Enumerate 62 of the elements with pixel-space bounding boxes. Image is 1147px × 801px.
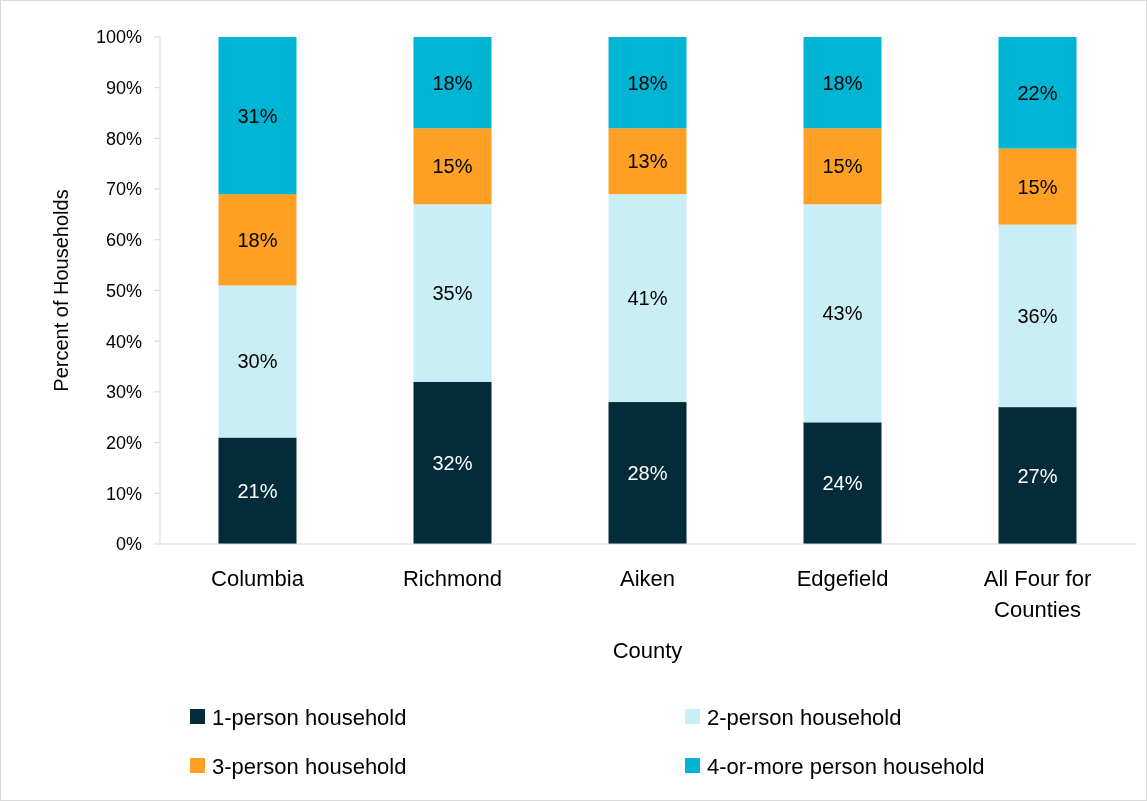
- y-tick-label: 70%: [105, 179, 142, 200]
- x-tick-label: Richmond: [402, 566, 503, 591]
- bar: [413, 128, 492, 205]
- bar: [608, 37, 687, 129]
- data-label: 43%: [822, 302, 863, 325]
- bar: [803, 128, 882, 205]
- data-label: 18%: [237, 228, 278, 251]
- bar: [803, 204, 882, 423]
- bar: [413, 204, 492, 382]
- x-axis-title: County: [612, 638, 683, 663]
- data-label: 36%: [1017, 304, 1058, 327]
- data-label: 15%: [1017, 175, 1058, 198]
- y-tick-label: 10%: [105, 483, 142, 504]
- legend-label: 1-person household: [212, 704, 407, 730]
- data-label: 41%: [627, 287, 668, 310]
- x-tick-label: All Four for Counties: [983, 566, 1092, 622]
- y-tick-label: 60%: [105, 230, 142, 251]
- data-label: 18%: [822, 71, 863, 94]
- data-label: 24%: [822, 472, 863, 495]
- bar: [218, 437, 297, 544]
- y-tick-label: 40%: [105, 331, 142, 352]
- y-tick-label: 30%: [105, 382, 142, 403]
- y-axis-title: Percent of Households: [50, 189, 72, 392]
- data-label: 28%: [627, 462, 668, 485]
- bar: [803, 422, 882, 544]
- legend-label: 2-person household: [707, 704, 902, 730]
- bar: [413, 381, 492, 544]
- x-tick-label: Columbia: [211, 566, 305, 591]
- data-label: 32%: [432, 451, 473, 474]
- data-label: 22%: [1017, 81, 1058, 104]
- data-label: 15%: [822, 155, 863, 178]
- data-label: 31%: [237, 104, 278, 127]
- bar: [608, 402, 687, 544]
- y-tick-label: 20%: [105, 432, 142, 453]
- bar: [218, 194, 297, 286]
- y-tick-label: 90%: [105, 78, 142, 98]
- legend-label: 3-person household: [212, 753, 407, 779]
- data-label: 35%: [432, 282, 473, 305]
- bar: [608, 128, 687, 195]
- bar: [413, 37, 492, 129]
- data-label: 30%: [237, 350, 278, 373]
- y-tick-label: 50%: [105, 280, 142, 301]
- data-label: 18%: [432, 71, 473, 94]
- y-tick-label: 80%: [105, 128, 142, 149]
- bar: [998, 407, 1077, 544]
- bar: [608, 194, 687, 403]
- legend-label: 4-or-more person household: [707, 753, 985, 779]
- bar: [803, 37, 882, 129]
- x-tick-label: Edgefield: [796, 566, 889, 591]
- bar: [218, 285, 297, 438]
- bar: [998, 37, 1077, 149]
- data-label: 21%: [237, 479, 278, 502]
- y-tick-label: 0%: [115, 534, 142, 555]
- bar: [998, 224, 1077, 408]
- bar: [218, 37, 297, 195]
- bar: [998, 148, 1077, 225]
- x-tick-label: Aiken: [619, 566, 676, 591]
- data-label: 15%: [432, 155, 473, 178]
- data-label: 27%: [1017, 464, 1058, 487]
- y-tick-label: 100%: [95, 27, 142, 48]
- data-label: 13%: [627, 150, 668, 173]
- data-label: 18%: [627, 71, 668, 94]
